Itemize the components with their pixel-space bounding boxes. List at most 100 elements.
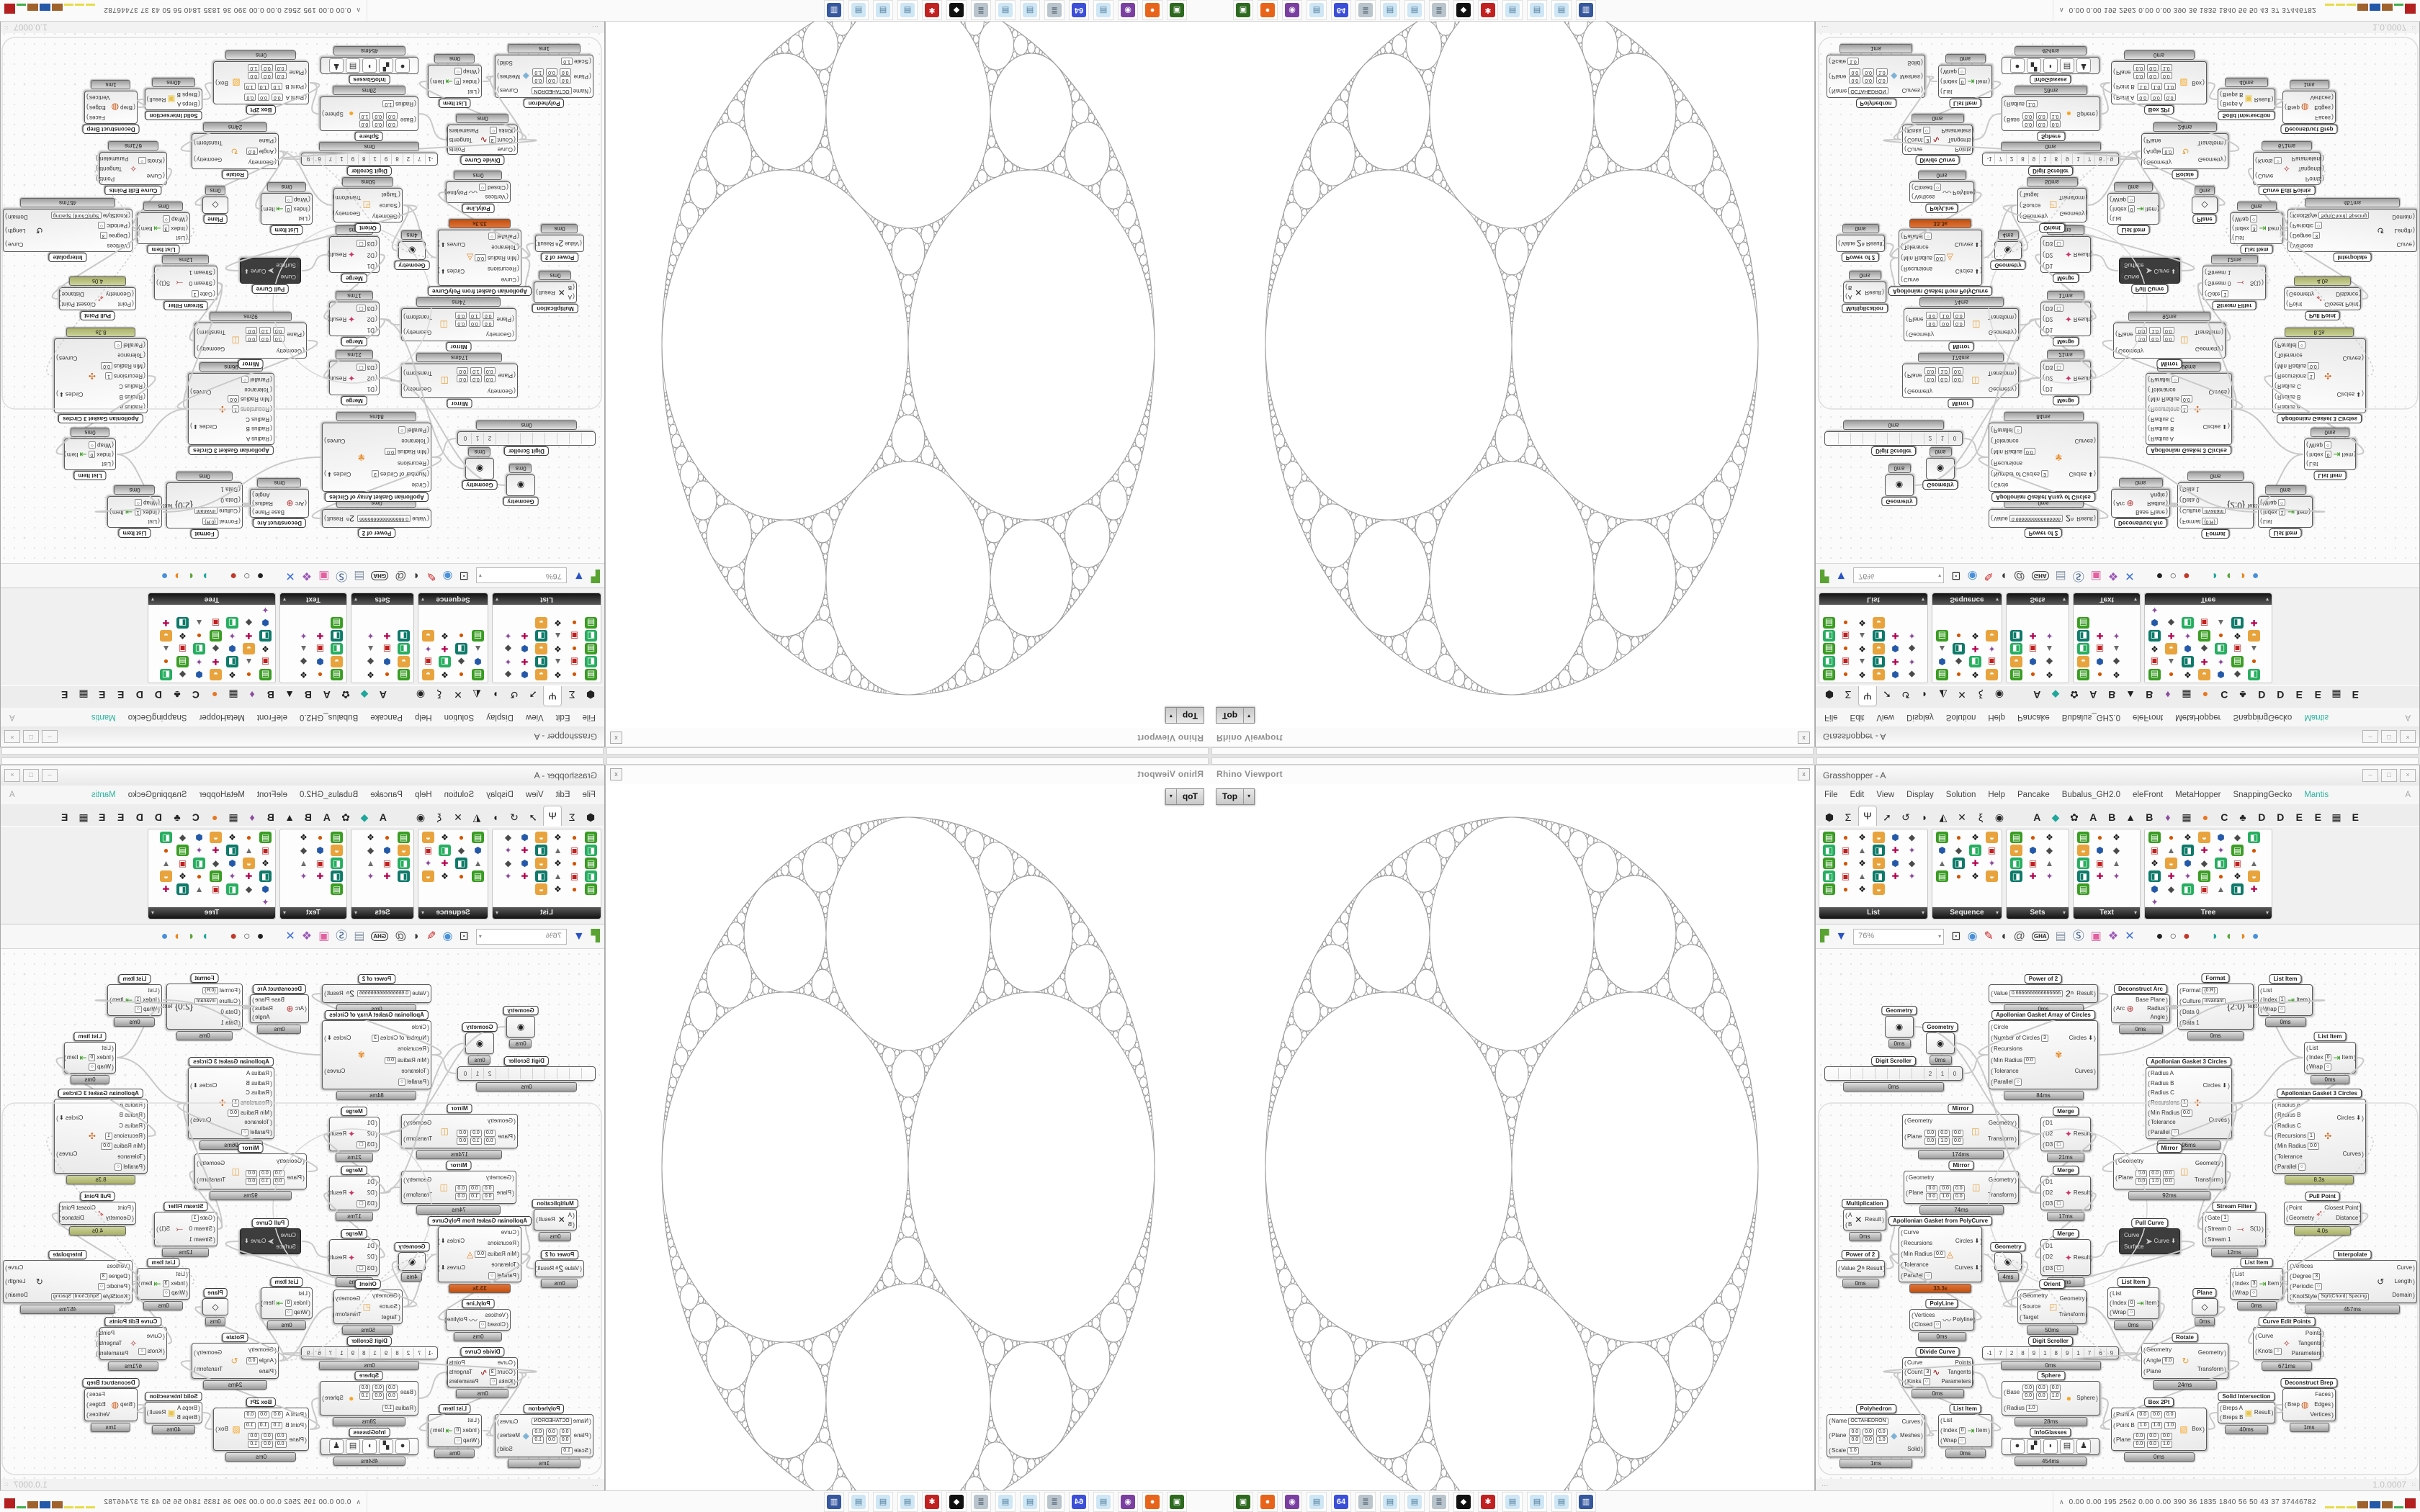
palette-icon[interactable]: ✚ bbox=[2029, 631, 2037, 641]
palette-icon[interactable]: ◧ bbox=[193, 858, 205, 869]
galapagos-icon[interactable]: ✕ bbox=[2125, 570, 2135, 582]
palette-icon[interactable]: ◨ bbox=[2077, 630, 2089, 642]
palette-icon[interactable]: ✦ bbox=[367, 871, 375, 881]
palette-icon[interactable]: ◒ bbox=[2010, 845, 2022, 856]
taskbar-script-icon[interactable]: ≣ bbox=[971, 0, 991, 20]
value-chip[interactable]: 0.0 bbox=[2049, 1385, 2061, 1392]
zoom-select[interactable]: 76% ▾ bbox=[475, 928, 567, 945]
palette-icon[interactable]: ✚ bbox=[1891, 871, 1899, 881]
gh-node-mirror[interactable]: MirrorGeometryPlane0.00.00.00.01.00.0◫Ge… bbox=[1904, 1161, 2019, 1215]
menu-elefront[interactable]: eleFront bbox=[2132, 791, 2164, 799]
menu-pancake[interactable]: Pancake bbox=[2017, 791, 2050, 799]
tab-plugin-d[interactable]: D bbox=[2258, 811, 2265, 823]
menu-help[interactable]: Help bbox=[1988, 713, 2006, 721]
balloon-icon[interactable]: ❖ bbox=[301, 930, 313, 942]
palette-icon[interactable]: ▲ bbox=[1857, 845, 1867, 855]
taskbar-notepad-icon[interactable]: ▤ bbox=[1404, 1492, 1425, 1512]
gh-node-rotate[interactable]: RotateGeometryAngle0.0Plane↻GeometryTran… bbox=[2141, 1333, 2228, 1390]
value-chip[interactable]: 1.0 bbox=[2137, 1421, 2149, 1429]
palette-icon[interactable]: ▤ bbox=[2198, 870, 2210, 882]
window-minimize-button[interactable]: – bbox=[42, 769, 58, 782]
tab-plugin-dot[interactable]: ● bbox=[211, 811, 218, 823]
tab-curve[interactable]: ↺ bbox=[510, 689, 519, 701]
preview-shaded-icon[interactable]: ● bbox=[2183, 930, 2190, 942]
palette-icon[interactable]: ✚ bbox=[316, 871, 324, 881]
palette-icon[interactable]: ✚ bbox=[521, 631, 529, 641]
value-chip[interactable]: ▢ bbox=[2054, 1200, 2063, 1207]
resize-grip-icon[interactable]: ⁙ bbox=[3, 1481, 9, 1488]
palette-icon[interactable]: ▣ bbox=[211, 884, 220, 894]
value-chip[interactable]: 0.0 bbox=[1951, 1137, 1963, 1145]
palette-icon[interactable]: ▣ bbox=[2150, 657, 2159, 667]
value-chip[interactable]: ○ bbox=[2277, 1006, 2286, 1014]
taskbar-notepad-icon[interactable]: ▤ bbox=[1551, 1492, 1572, 1512]
palette-icon[interactable]: ▤ bbox=[331, 832, 343, 843]
palette-icon[interactable]: ◒ bbox=[2077, 656, 2089, 667]
value-chip[interactable]: ▢ bbox=[2054, 1265, 2063, 1273]
taskbar-win64-installer-icon[interactable]: 64 bbox=[1331, 1492, 1351, 1512]
palette-icon[interactable]: ✚ bbox=[383, 631, 391, 641]
palette-icon[interactable]: ⬢ bbox=[383, 657, 391, 667]
palette-icon[interactable]: ◆ bbox=[1908, 644, 1916, 654]
palette-icon[interactable]: ● bbox=[1955, 631, 1962, 641]
view-selector-button[interactable]: Top ▾ bbox=[1216, 788, 1255, 805]
palette-icon[interactable]: ◒ bbox=[1873, 643, 1885, 654]
palette-icon[interactable]: ● bbox=[458, 871, 465, 881]
value-chip[interactable]: 3 bbox=[2250, 1279, 2258, 1287]
tab-transform[interactable]: ξ bbox=[436, 689, 442, 701]
window-maximize-button[interactable]: □ bbox=[2381, 730, 2397, 743]
gh-node-interpolate[interactable]: InterpolateVerticesDegree3Periodic○KnotS… bbox=[2287, 1250, 2417, 1314]
palette-icon[interactable]: ⬢ bbox=[2151, 618, 2159, 628]
palette-icon[interactable]: ▤ bbox=[331, 883, 343, 895]
value-chip[interactable]: 1.0 bbox=[2160, 1440, 2172, 1448]
tab-plugin-b[interactable]: B bbox=[305, 689, 312, 701]
tab-plugin-d2[interactable]: D bbox=[136, 689, 143, 701]
palette-icon[interactable]: ▣ bbox=[1987, 657, 1996, 667]
palette-icon[interactable]: ▤ bbox=[472, 832, 484, 843]
palette-icon[interactable]: ◆ bbox=[2167, 884, 2175, 894]
apollonian-gasket-drawing[interactable] bbox=[606, 21, 1210, 728]
value-chip[interactable]: 0.0 bbox=[1953, 1193, 1965, 1201]
palette-icon[interactable]: ◧ bbox=[193, 643, 205, 654]
value-chip[interactable]: 1.0 bbox=[2149, 1178, 2161, 1186]
panel-label-list[interactable]: List ▾ bbox=[1819, 593, 1927, 605]
palette-icon[interactable]: ❖ bbox=[554, 670, 562, 680]
palette-icon[interactable]: ▲ bbox=[244, 657, 254, 667]
save-file-icon[interactable]: ▼ bbox=[573, 930, 585, 942]
panel-label-text[interactable]: Text ▾ bbox=[2074, 907, 2140, 919]
remote-panel-icon[interactable]: @ bbox=[395, 570, 407, 582]
window-maximize-button[interactable]: □ bbox=[23, 769, 39, 782]
palette-icon[interactable]: ● bbox=[246, 670, 252, 680]
palette-icon[interactable]: ◆ bbox=[2045, 845, 2053, 855]
palette-icon[interactable]: ◧ bbox=[331, 643, 343, 654]
palette-icon[interactable]: ◧ bbox=[2215, 643, 2227, 654]
value-chip[interactable]: 0.0 bbox=[1940, 1185, 1951, 1193]
palette-icon[interactable]: ◒ bbox=[331, 656, 343, 667]
tab-plugin-peak[interactable]: ▲ bbox=[284, 689, 295, 701]
palette-icon[interactable]: ✚ bbox=[2167, 871, 2175, 881]
tab-intersect[interactable]: ✕ bbox=[1958, 689, 1966, 701]
panel-label-sequence[interactable]: Sequence ▾ bbox=[1932, 593, 2002, 605]
palette-icon[interactable]: ▣ bbox=[2200, 618, 2209, 628]
palette-icon[interactable]: ▲ bbox=[1857, 657, 1867, 667]
palette-icon[interactable]: ▲ bbox=[473, 858, 483, 868]
panel-label-text[interactable]: Text ▾ bbox=[280, 593, 346, 605]
palette-icon[interactable]: ▤ bbox=[398, 669, 410, 680]
palette-icon[interactable]: ❖ bbox=[228, 832, 236, 842]
palette-icon[interactable]: ◒ bbox=[2248, 630, 2260, 642]
palette-icon[interactable]: ▣ bbox=[2028, 858, 2038, 868]
palette-icon[interactable]: ▤ bbox=[585, 832, 597, 843]
tab-plugin-dot[interactable]: ● bbox=[211, 689, 218, 701]
palette-icon[interactable]: ❖ bbox=[2045, 670, 2053, 680]
palette-icon[interactable]: ❖ bbox=[1971, 832, 1979, 842]
palette-icon[interactable]: ▣ bbox=[1987, 845, 1996, 855]
palette-icon[interactable]: ◆ bbox=[1955, 657, 1963, 667]
preview-off-icon[interactable]: ● bbox=[256, 570, 264, 582]
palette-icon[interactable]: ◆ bbox=[2233, 832, 2241, 842]
palette-icon[interactable]: ● bbox=[2251, 845, 2257, 855]
palette-icon[interactable]: ✦ bbox=[300, 631, 308, 641]
tab-plugin-shield[interactable]: ♦ bbox=[2165, 811, 2171, 823]
palette-icon[interactable]: ▤ bbox=[331, 669, 343, 680]
tab-plugin-shield[interactable]: ♦ bbox=[2165, 689, 2171, 701]
value-chip[interactable]: 0.0 bbox=[2181, 1109, 2192, 1117]
